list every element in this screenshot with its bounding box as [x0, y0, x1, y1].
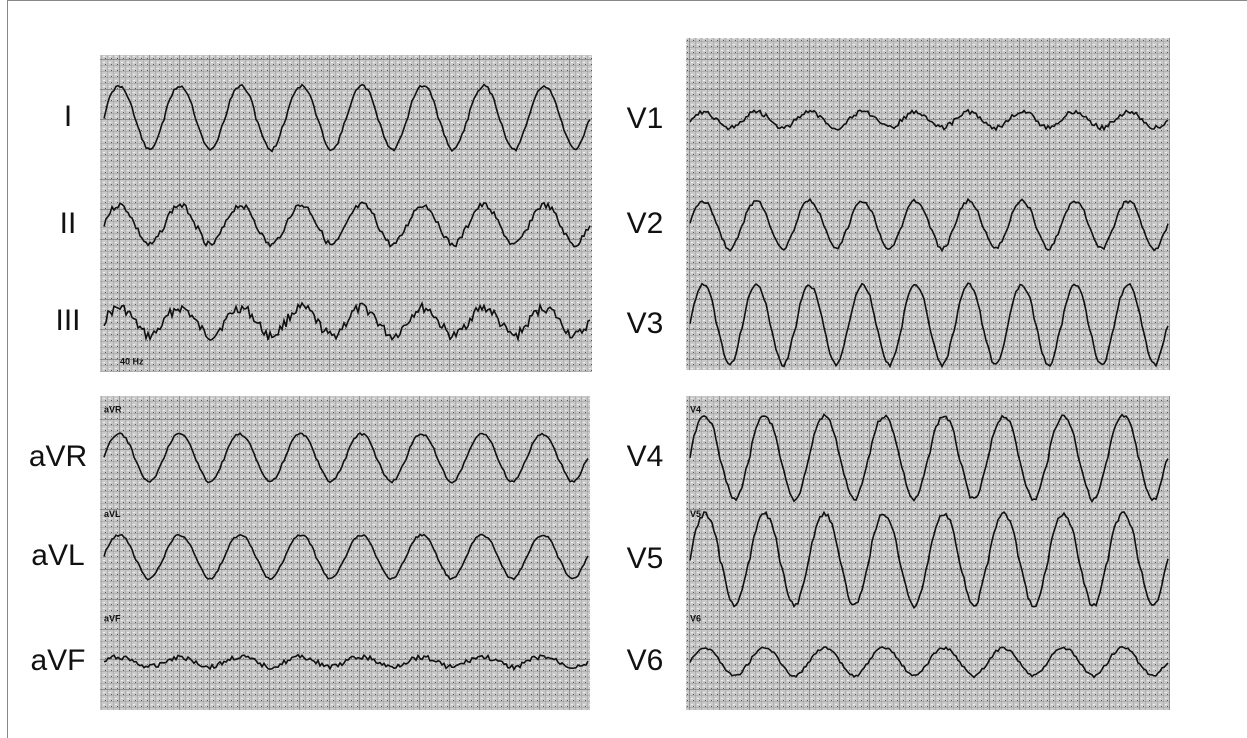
lead-label: aVF [30, 644, 85, 677]
ecg-trace [103, 653, 589, 671]
strip-grid [100, 396, 590, 710]
ecg-trace [689, 108, 1169, 132]
ecg-trace [689, 510, 1169, 610]
lead-label: V1 [627, 102, 664, 135]
lead-label: II [60, 207, 77, 240]
lead-label: V2 [627, 207, 664, 240]
ecg-trace [103, 201, 591, 249]
ecg-trace [103, 431, 589, 484]
strip-mark: aVF [104, 614, 121, 624]
lead-label: V3 [627, 307, 664, 340]
lead-label: I [64, 100, 72, 133]
ecg-trace [689, 645, 1169, 679]
strip-mark: V4 [690, 404, 701, 414]
strip-mark: V6 [690, 614, 701, 624]
ecg-trace [689, 282, 1169, 369]
lead-label: III [55, 304, 80, 337]
lead-label: aVL [31, 539, 84, 572]
strip-grid [686, 396, 1170, 710]
strip-mark: aVR [104, 404, 122, 414]
strip-mark: V5 [690, 509, 701, 519]
ecg-trace [103, 83, 591, 153]
strip-grid [686, 38, 1170, 370]
ecg-trace [103, 533, 589, 581]
lead-label: V5 [627, 542, 664, 575]
ecg-trace [103, 301, 591, 343]
strip-grid [100, 55, 592, 372]
strip-mark: aVL [104, 509, 121, 519]
strip-mark: 40 Hz [120, 356, 144, 366]
ecg-trace [689, 197, 1169, 253]
frame [7, 0, 1247, 738]
ecg-trace [689, 413, 1169, 504]
lead-label: V6 [627, 644, 664, 677]
lead-label: aVR [29, 440, 87, 473]
lead-label: V4 [627, 440, 664, 473]
